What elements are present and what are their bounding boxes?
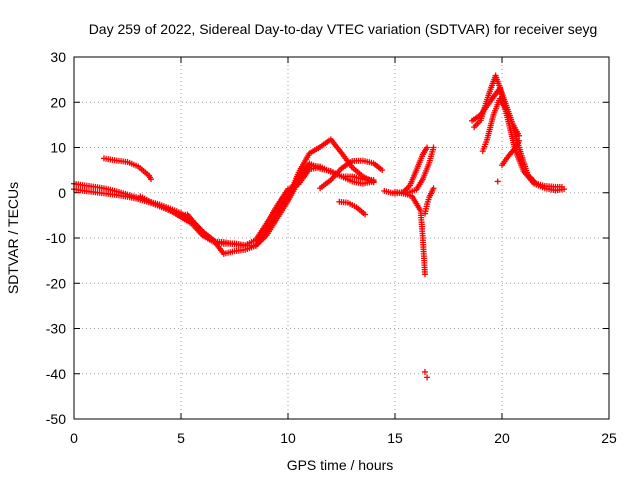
- x-tick-label: 0: [70, 430, 78, 446]
- data-point: [516, 137, 523, 144]
- data-point: [494, 178, 501, 185]
- data-point: [148, 176, 155, 183]
- x-tick-label: 20: [494, 430, 510, 446]
- gridlines: [74, 57, 609, 419]
- data-point: [430, 185, 437, 192]
- data-point: [362, 211, 369, 218]
- y-tick-label: -50: [46, 411, 66, 427]
- data-point: [424, 144, 431, 151]
- plot-frame: [73, 56, 610, 420]
- data-point: [379, 167, 386, 174]
- axis-ticks: 0 5 10 15 20 25 -50 -40 -30 -20 -10 0 10 20 30: [46, 49, 617, 446]
- data-point: [424, 374, 431, 381]
- chart-title: Day 259 of 2022, Sidereal Day-to-day VTE…: [89, 21, 598, 37]
- y-tick-label: -30: [46, 321, 66, 337]
- x-tick-label: 5: [177, 430, 185, 446]
- x-axis-label: GPS time / hours: [287, 457, 394, 473]
- data-points: [71, 72, 568, 381]
- x-tick-label: 15: [387, 430, 403, 446]
- data-point: [430, 144, 437, 151]
- y-axis-label: SDTVAR / TECUs: [5, 182, 21, 294]
- y-tick-label: 20: [50, 94, 66, 110]
- data-point: [421, 271, 428, 278]
- data-point: [370, 178, 377, 185]
- y-tick-label: -40: [46, 366, 66, 382]
- x-tick-label: 25: [601, 430, 617, 446]
- y-tick-label: 30: [50, 49, 66, 65]
- data-point: [421, 368, 428, 375]
- data-point: [558, 183, 565, 190]
- y-tick-label: 10: [50, 140, 66, 156]
- y-tick-label: -20: [46, 275, 66, 291]
- y-tick-label: 0: [58, 185, 66, 201]
- y-tick-label: -10: [46, 230, 66, 246]
- x-tick-label: 10: [280, 430, 296, 446]
